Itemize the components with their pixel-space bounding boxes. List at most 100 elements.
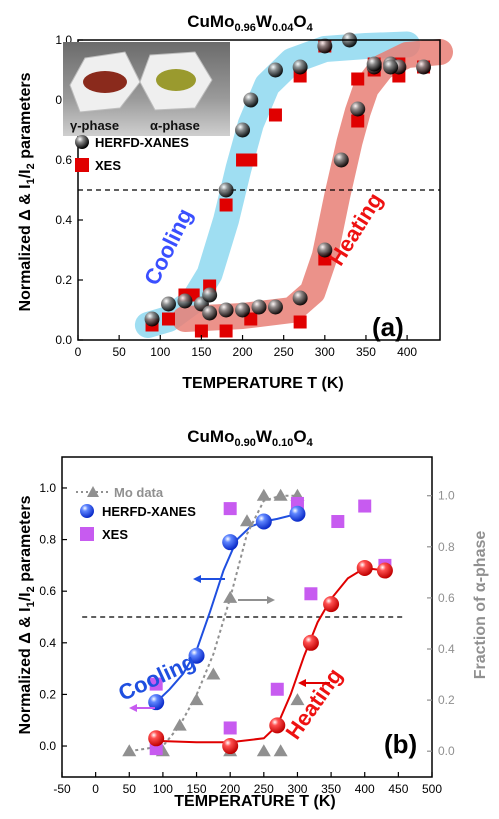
herfd-xanes-point [243, 92, 259, 108]
herfd-xanes-heating-point [356, 559, 373, 576]
legend-marker-xes [75, 158, 89, 172]
xes-point-b [331, 515, 345, 529]
panel-a-legend: HERFD-XANES XES [75, 135, 189, 173]
herfd-xanes-point [292, 290, 308, 306]
panel-b-y-axis-label: Normalized Δ & I1/I2 parameters [17, 495, 37, 734]
x-tick-label: 250 [274, 345, 294, 359]
panel-a-cooling-label: Cooling [139, 204, 197, 289]
xes-point-b [223, 721, 237, 735]
herfd-xanes-heating-point [222, 738, 239, 755]
panel-b-legend: Mo data HERFD-XANES XES [76, 485, 196, 542]
y-tick-label-b: 0.4 [39, 636, 56, 650]
herfd-xanes-heating-point [269, 717, 286, 734]
herfd-xanes-heating-point [323, 596, 340, 613]
xes-point [162, 312, 175, 326]
herfd-xanes-point [202, 287, 218, 303]
herfd-xanes-point [218, 182, 234, 198]
panel-a-x-axis-label: TEMPERATURE T (K) [182, 375, 343, 392]
x-tick-label: 150 [191, 345, 211, 359]
x-tick-label-b: 250 [254, 782, 274, 796]
legend-label-herfd-xanes-b: HERFD-XANES [102, 504, 196, 519]
panel-a: CuMo0.96W0.04O4 0 50 100 150 200 250 300 350 400… [17, 12, 453, 392]
x-tick-label: 50 [112, 345, 126, 359]
panel-b: CuMo0.90W0.10O4 -50 0 50 100 150 200 250 300 350… [17, 427, 489, 810]
y2-tick-label: 0.4 [438, 642, 455, 656]
panel-b-label: (b) [384, 729, 417, 759]
xes-point [194, 324, 208, 338]
herfd-xanes-point [366, 56, 382, 72]
herfd-xanes-point [292, 59, 308, 75]
herfd-xanes-point [416, 59, 432, 75]
gamma-phase-sample [83, 71, 127, 93]
x-tick-label-b: 300 [287, 782, 307, 796]
x-tick-label-b: 50 [123, 782, 137, 796]
legend-marker-mo-data [87, 486, 99, 497]
mo-data-point [273, 744, 288, 757]
xes-point [244, 312, 258, 326]
x-tick-label: 100 [150, 345, 170, 359]
mo-data-point [240, 514, 254, 527]
herfd-xanes-point [235, 122, 251, 138]
y-tick-label: 0.6 [55, 153, 72, 167]
xes-point [268, 108, 282, 122]
inset-label-alpha: α-phase [150, 118, 200, 133]
herfd-xanes-cooling-point [255, 513, 272, 530]
panel-b-x-axis-label: TEMPERATURE T (K) [174, 793, 335, 810]
herfd-xanes-point [144, 311, 160, 327]
y-tick-label-b: 0.6 [39, 584, 56, 598]
panel-b-arrows [129, 575, 330, 712]
panel-b-heating-label: Heating [280, 663, 347, 743]
xes-point-b [149, 677, 163, 691]
herfd-xanes-point [202, 305, 218, 321]
legend-label-herfd-xanes: HERFD-XANES [95, 135, 189, 150]
mo-data-point [256, 488, 271, 501]
y-tick-label: 0.4 [55, 213, 72, 227]
y-tick-label: 0.0 [55, 333, 72, 347]
legend-marker-herfd-xanes [75, 135, 89, 149]
x-tick-label-b: 150 [187, 782, 207, 796]
x-tick-label: 350 [356, 345, 376, 359]
panel-b-y2-axis-label: Fraction of α-phase [472, 531, 489, 680]
mo-data-point [223, 590, 238, 603]
herfd-xanes-point [251, 299, 267, 315]
mo-data-point [256, 744, 271, 757]
legend-marker-xes-b [80, 527, 94, 541]
fit-mo-data [129, 494, 298, 753]
xes-point [293, 315, 307, 329]
legend-label-xes: XES [95, 158, 121, 173]
mo-data-point [172, 718, 187, 731]
herfd-xanes-point [350, 101, 366, 117]
herfd-xanes-heating-point [376, 562, 393, 579]
panel-a-y-axis-label: Normalized Δ & I1/I2 parameters [17, 72, 37, 311]
x-tick-label: 300 [315, 345, 335, 359]
x-tick-label-b: 200 [220, 782, 240, 796]
xes-point [219, 198, 233, 212]
herfd-xanes-heating-point [302, 634, 319, 651]
herfd-xanes-cooling-point [289, 505, 306, 522]
panel-b-plot-area: -50 0 50 100 150 200 250 300 350 400 450 500 0.0 0.2 0… [39, 456, 455, 796]
y2-tick-label: 0.6 [438, 591, 455, 605]
herfd-xanes-point [218, 302, 234, 318]
xes-point [351, 72, 365, 86]
y2-tick-label: 0.2 [438, 693, 455, 707]
mo-data-point [189, 693, 204, 706]
x-tick-label-b: 500 [422, 782, 442, 796]
alpha-phase-sample [156, 69, 196, 91]
herfd-xanes-point [267, 62, 283, 78]
x-tick-label-b: 450 [388, 782, 408, 796]
herfd-xanes-point [177, 293, 193, 309]
herfd-xanes-point [383, 59, 399, 75]
y-tick-label-b: 0.2 [39, 687, 56, 701]
mo-data-point [206, 667, 221, 680]
inset-photo: γ-phase α-phase [63, 42, 230, 136]
mo-data-point [290, 693, 305, 706]
x-tick-label: 0 [75, 345, 82, 359]
herfd-xanes-point [267, 299, 283, 315]
herfd-xanes-point [235, 302, 251, 318]
x-tick-label: 200 [233, 345, 253, 359]
xes-point-b [304, 587, 318, 601]
y-tick-label-b: 0.8 [39, 533, 56, 547]
legend-label-mo-data: Mo data [114, 485, 164, 500]
herfd-xanes-point [317, 242, 333, 258]
